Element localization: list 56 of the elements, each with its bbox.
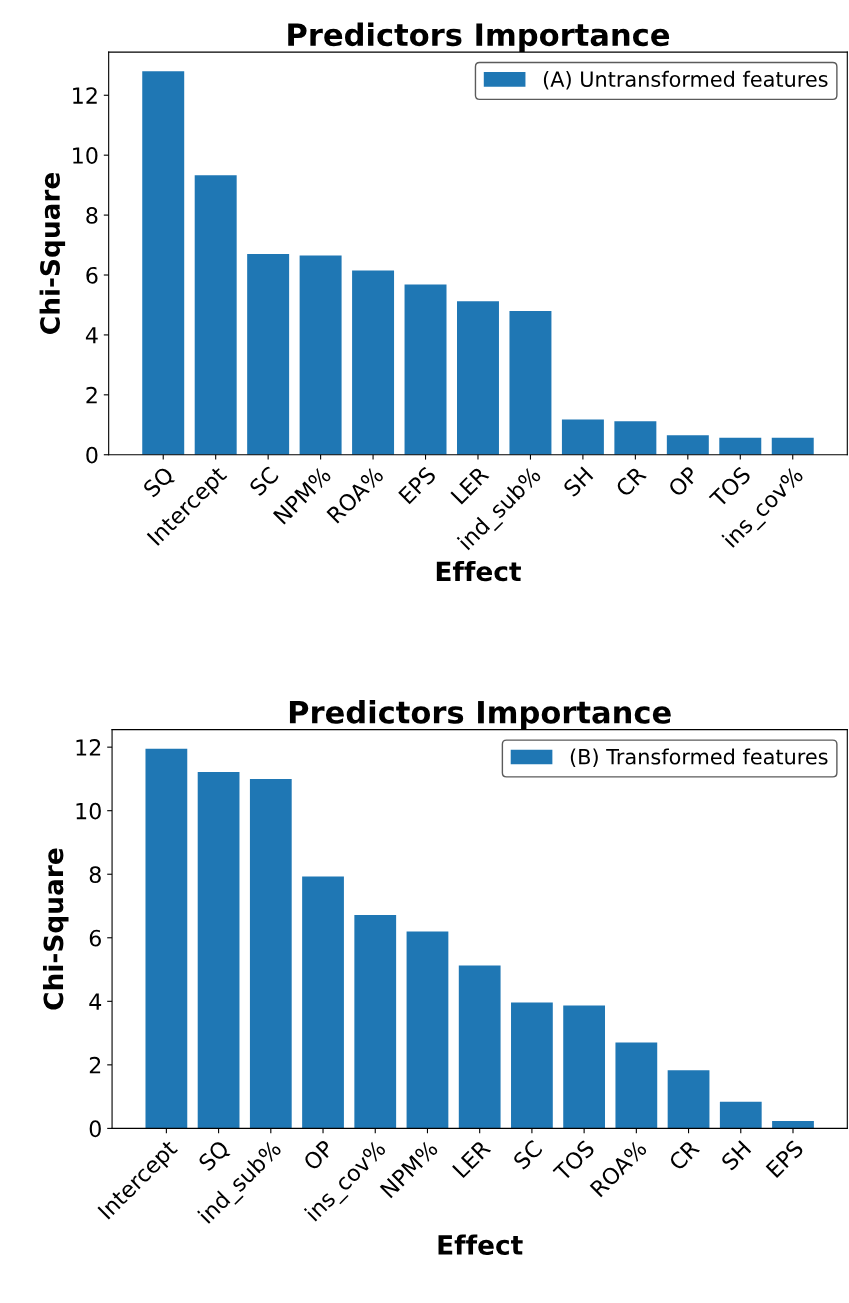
bar [719,437,762,455]
x-tick-label: CR [667,1138,701,1172]
y-tick-label: 6 [89,929,101,947]
bar [302,876,344,1129]
x-tick-label: SH [562,466,594,498]
bar [145,748,188,1129]
y-tick-label: 4 [85,327,98,344]
x-tick-label: SH [720,1139,752,1172]
bar [771,437,814,455]
y-tick-label: 12 [73,87,97,104]
x-axis-title: Effect [436,560,521,582]
bar [247,254,290,455]
bar [197,771,240,1129]
bar [614,421,657,455]
y-tick-label: 0 [86,446,98,464]
y-tick-label: 0 [89,1120,101,1138]
legend-label: (B) Transformed features [570,748,828,768]
x-tick-label: OP [667,465,700,498]
bar [404,284,447,455]
bar [249,778,292,1129]
bar [511,1002,553,1129]
y-tick-label: 10 [73,147,98,164]
bar [615,1042,658,1129]
bar [354,914,397,1129]
y-axis-title: Chi-Square [39,172,66,334]
bar [561,419,604,455]
y-tick-label: 8 [86,207,98,224]
y-tick-label: 2 [89,1056,101,1074]
chart-title: Predictors Importance [288,22,670,53]
bar [194,175,237,455]
y-axis-title: Chi-Square [42,848,69,1010]
y-tick-label: 6 [86,266,98,284]
x-tick-label: SC [512,1139,544,1171]
x-tick-label: EPS [397,465,437,505]
x-tick-label: CR [614,465,648,498]
bar [406,931,449,1129]
y-tick-label: 2 [86,386,97,404]
bar [667,1070,710,1129]
bar [352,270,395,455]
x-axis-title: Effect [438,1234,523,1255]
bar [563,1005,606,1129]
bar [457,301,499,455]
x-tick-label: LER [452,1139,492,1179]
chart-title: Predictors Importance [289,700,671,730]
bar [666,435,709,455]
y-tick-label: 10 [76,802,101,820]
legend-label: (A) Untransformed features [543,70,828,90]
bar [509,310,552,455]
bar [142,71,185,455]
bar [772,1121,814,1129]
bar [299,255,342,455]
y-tick-label: 4 [89,993,102,1010]
y-tick-label: 8 [89,866,101,883]
bar [458,965,501,1129]
y-tick-label: 12 [76,739,101,756]
bar [719,1101,762,1129]
